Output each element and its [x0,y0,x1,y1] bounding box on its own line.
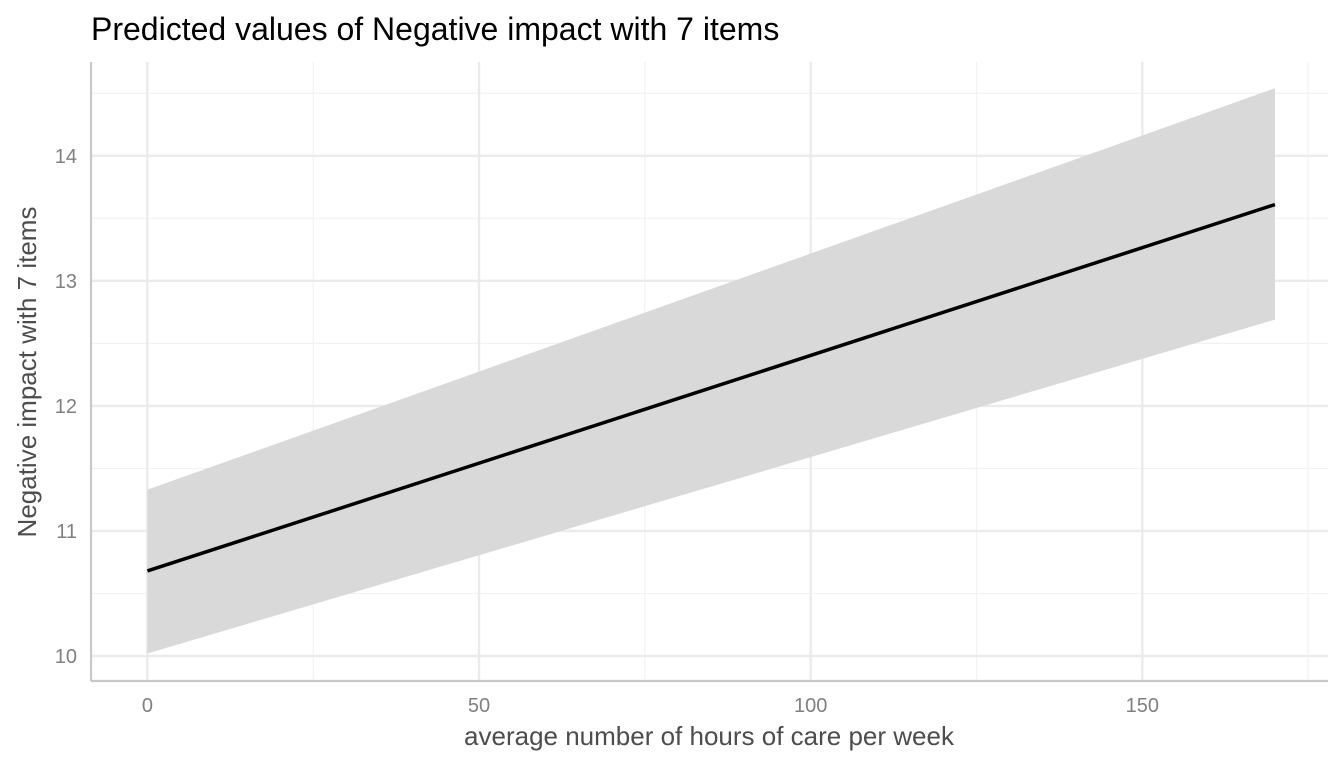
tick-label-layer: 0 50 100 150 10 11 12 13 14 [55,146,1159,717]
x-tick-label: 150 [1126,695,1159,717]
prediction-line [146,202,1276,573]
x-tick-label: 100 [794,695,827,717]
y-tick-label: 14 [55,146,77,168]
y-tick-label: 10 [55,646,77,668]
chart-title: Predicted values of Negative impact with… [91,11,779,47]
prediction-line-layer [146,202,1276,573]
y-axis-title: Negative impact with 7 items [12,207,42,538]
x-tick-label: 0 [142,695,153,717]
y-tick-label: 13 [55,271,77,293]
x-axis-title: average number of hours of care per week [464,721,955,751]
x-tick-label: 50 [468,695,490,717]
confidence-ribbon-layer [147,88,1275,654]
axis-layer [89,62,1328,683]
y-tick-label: 11 [56,521,77,543]
y-tick-label: 12 [55,396,77,418]
confidence-ribbon [147,88,1275,654]
